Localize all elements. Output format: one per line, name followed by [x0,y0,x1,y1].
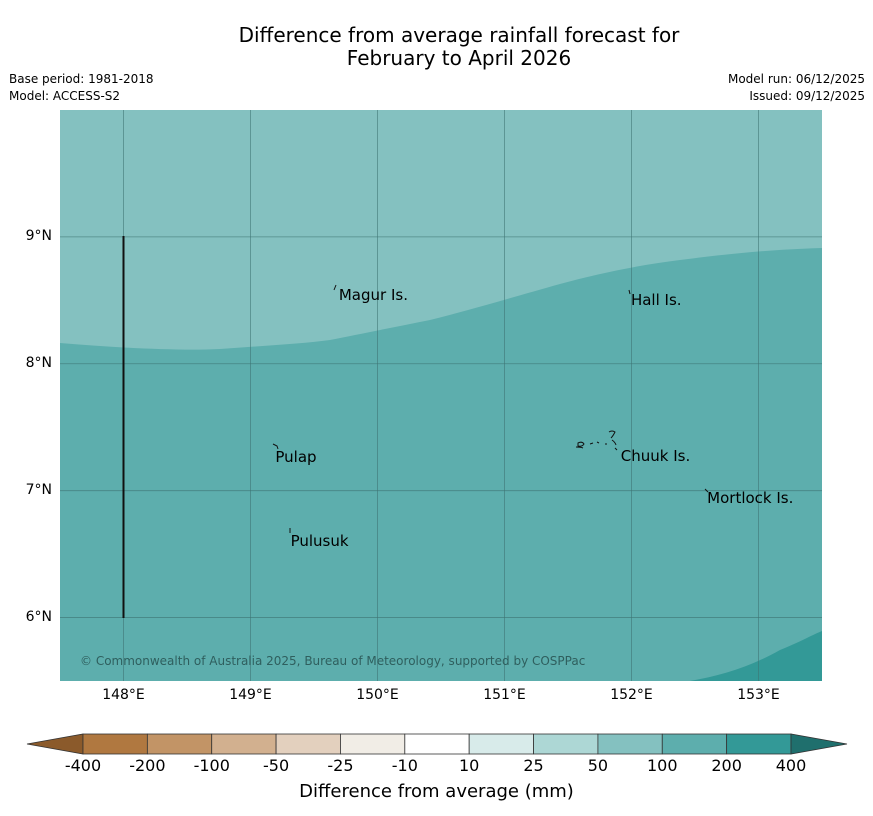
island-marks [272,284,709,533]
island-mark-hall [628,289,631,295]
colorbar-tick-label: 400 [775,756,807,775]
lat-tick-label: 8°N [25,354,52,371]
place-label: Pulusuk [290,531,349,550]
map-band-100-200 [690,631,822,681]
colorbar-swatch [597,733,663,755]
colorbar-swatch [661,733,728,755]
model-text: Model: ACCESS-S2 [9,89,121,103]
lon-tick-label: 151°E [483,687,526,703]
colorbar-swatch [82,733,148,755]
colorbar-title: Difference from average (mm) [299,781,574,802]
colorbar-swatch [340,733,406,755]
colorbar-swatch [404,733,470,755]
colorbar-extend-high [790,733,848,755]
colorbar-swatch [533,733,599,755]
colorbar-swatch [726,733,792,755]
lat-tick-label: 6°N [25,608,52,625]
colorbar-swatch [468,733,534,755]
place-label: Hall Is. [630,290,682,309]
colorbar-tick-label: -200 [129,756,166,775]
island-mark-magur [333,284,337,291]
lat-tick-label: 7°N [25,481,52,498]
lat-tick-label: 9°N [25,227,52,244]
colorbar-tick-label: -100 [193,756,230,775]
colorbar-swatch [211,733,277,755]
lon-tick-label: 153°E [737,687,780,703]
island-mark-pulap [272,443,279,450]
copyright-text: © Commonwealth of Australia 2025, Bureau… [80,654,586,668]
place-label: Chuuk Is. [620,446,691,465]
colorbar-tick-label: -25 [327,756,354,775]
colorbar-extend-low [26,733,84,755]
colorbar-tick-label: -50 [263,756,290,775]
colorbar-tick-label: -400 [64,756,102,775]
place-label: Mortlock Is. [707,488,794,507]
place-label: Magur Is. [338,285,408,304]
model-run-text: Model run: 06/12/2025 [727,72,865,86]
colorbar-tick-label: 100 [646,756,678,775]
meta-right: Model run: 06/12/2025 Issued: 09/12/2025 [728,71,865,105]
island-mark-mortlock [704,488,709,493]
colorbar-tick-label: 10 [458,756,480,775]
map-canvas [60,110,822,681]
colorbar-tick-label: -10 [391,756,418,775]
colorbar-tick-label: 200 [711,756,742,775]
place-label: Pulap [275,448,317,467]
colorbar-swatch [275,733,341,755]
issued-text: Issued: 09/12/2025 [749,89,865,103]
chart-title: Difference from average rainfall forecas… [0,24,873,70]
island-mark-chuuk [575,430,618,451]
colorbar-tick-label: 25 [523,756,544,775]
base-period-text: Base period: 1981-2018 [9,72,154,86]
title-line-1: Difference from average rainfall forecas… [238,23,680,47]
lon-tick-label: 148°E [102,687,145,703]
lon-tick-label: 150°E [356,687,399,703]
map-panel: © Commonwealth of Australia 2025, Bureau… [60,110,822,681]
lon-tick-label: 152°E [610,687,653,703]
colorbar [26,733,848,755]
colorbar-swatch [146,733,213,755]
lon-tick-label: 149°E [229,687,272,703]
title-line-2: February to April 2026 [346,46,572,70]
meta-left: Base period: 1981-2018 Model: ACCESS-S2 [9,71,154,105]
colorbar-tick-label: 50 [587,756,609,775]
